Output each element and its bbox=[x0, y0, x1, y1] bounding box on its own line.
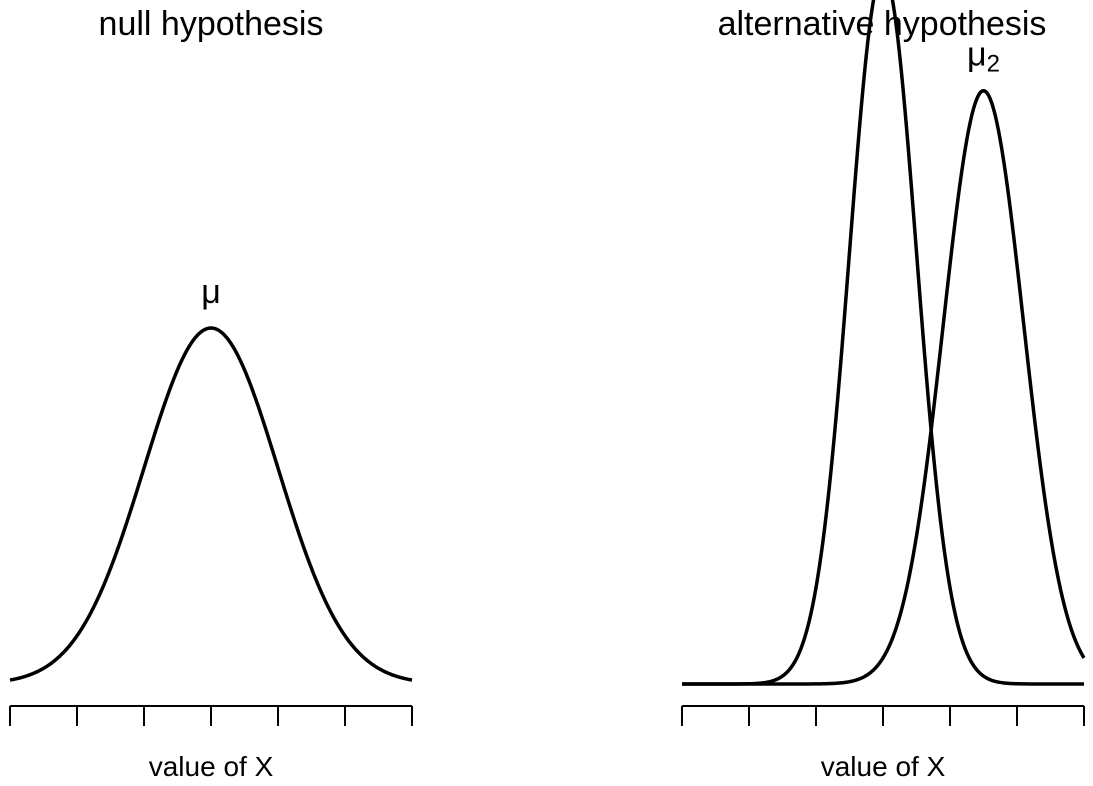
mean-label-2: μ2 bbox=[967, 36, 1000, 78]
chart-title: alternative hypothesis bbox=[718, 5, 1047, 43]
panel-2: alternative hypothesisμ1μ2value of X bbox=[681, 0, 1086, 782]
density-curve-1 bbox=[681, 0, 1085, 686]
x-axis-label: value of X bbox=[149, 751, 274, 782]
panel-1: null hypothesis μ value of X bbox=[9, 5, 413, 782]
density-curve-2 bbox=[681, 88, 1086, 686]
x-axis-label: value of X bbox=[821, 751, 946, 782]
mean-label-1: μ bbox=[201, 273, 221, 311]
chart-title: null hypothesis bbox=[99, 5, 324, 43]
density-curve-1 bbox=[9, 326, 413, 682]
